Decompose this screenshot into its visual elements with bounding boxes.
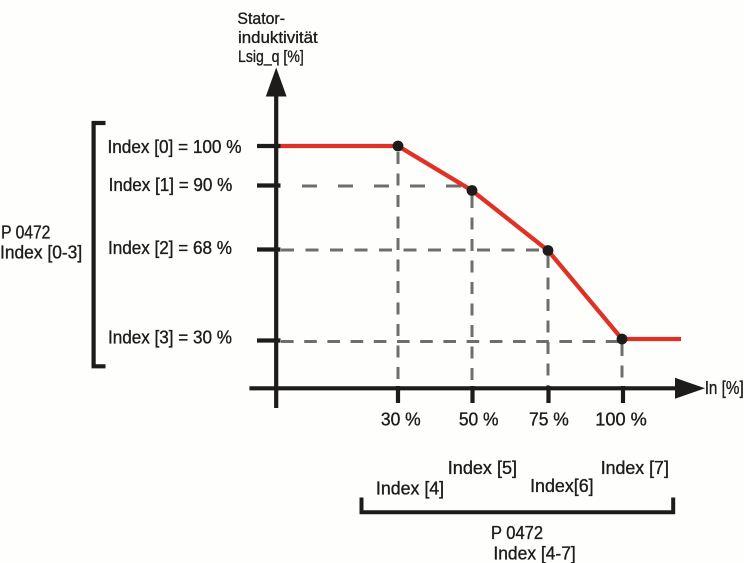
svg-text:In [%]: In [%] — [705, 378, 744, 398]
svg-text:Index [4]: Index [4] — [376, 478, 444, 498]
svg-text:Lsig_q [%]: Lsig_q [%] — [238, 47, 304, 66]
svg-text:100 %: 100 % — [595, 409, 647, 429]
svg-text:P 0472: P 0472 — [1, 222, 50, 242]
svg-text:Index [7]: Index [7] — [601, 458, 669, 478]
svg-text:Stator-: Stator- — [237, 9, 285, 28]
svg-text:30 %: 30 % — [381, 409, 421, 429]
svg-text:Index [5]: Index [5] — [448, 458, 517, 478]
svg-text:50 %: 50 % — [459, 409, 499, 429]
svg-text:75 %: 75 % — [529, 409, 569, 429]
svg-text:Index[6]: Index[6] — [530, 476, 594, 496]
svg-text:induktivität: induktivität — [238, 28, 318, 47]
svg-text:Index [0] = 100 %: Index [0] = 100 % — [108, 137, 242, 157]
svg-text:Index [0-3]: Index [0-3] — [0, 243, 82, 263]
svg-text:Index [3] = 30 %: Index [3] = 30 % — [108, 328, 232, 348]
svg-text:P 0472: P 0472 — [491, 523, 543, 543]
svg-text:Index [4-7]: Index [4-7] — [493, 543, 575, 563]
svg-text:Index [1] = 90 %: Index [1] = 90 % — [109, 175, 233, 195]
svg-text:Index [2] = 68 %: Index [2] = 68 % — [108, 238, 232, 258]
